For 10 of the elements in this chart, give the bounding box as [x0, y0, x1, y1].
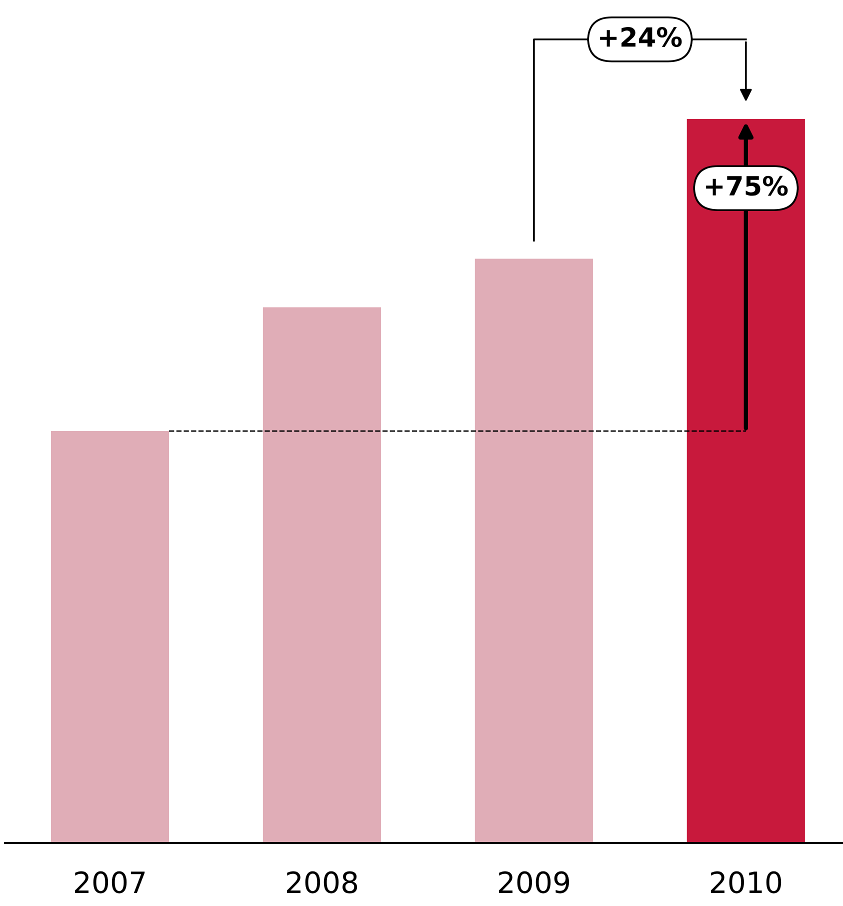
- bar: [262, 307, 381, 843]
- bar: [474, 258, 593, 843]
- x-tick-label: 2007: [75, 871, 145, 894]
- annotation: +75%: [706, 176, 788, 196]
- bar: [686, 119, 805, 843]
- x-tick-label: 2010: [710, 871, 782, 894]
- text: +24%: [600, 27, 682, 48]
- bar: [50, 431, 170, 843]
- x-tick-label: 2008: [286, 871, 358, 894]
- x-tick-label: 2009: [498, 871, 569, 894]
